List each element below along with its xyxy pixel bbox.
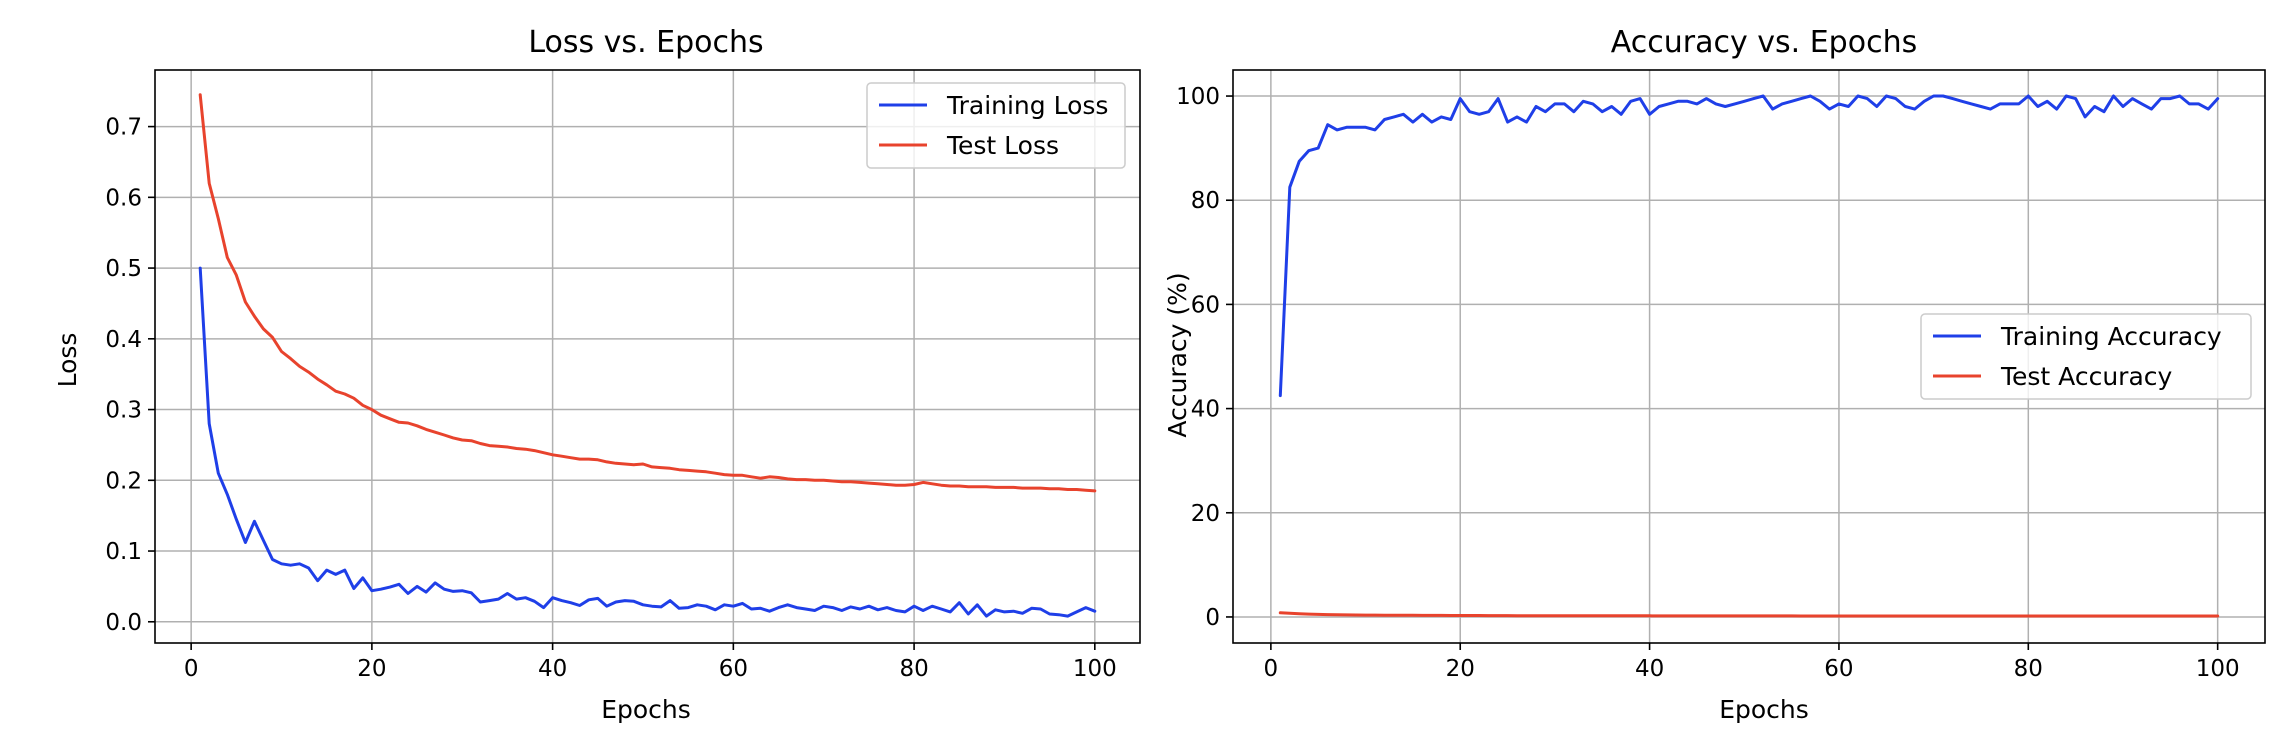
y-tick-label: 0.3 bbox=[105, 398, 142, 424]
test-loss-line bbox=[198, 93, 1097, 493]
x-tick-label: 0 bbox=[184, 656, 199, 682]
y-tick-label: 80 bbox=[1191, 188, 1220, 214]
y-tick-label: 60 bbox=[1191, 292, 1220, 318]
legend-label: Training Accuracy bbox=[2000, 322, 2222, 351]
legend-label: Test Accuracy bbox=[2000, 362, 2173, 391]
y-tick-label: 0 bbox=[1205, 605, 1220, 631]
legend-label: Test Loss bbox=[946, 131, 1059, 160]
loss-chart-x-axis-label: Epochs bbox=[601, 695, 691, 724]
x-tick-label: 40 bbox=[538, 656, 567, 682]
test-accuracy-line bbox=[1278, 611, 2220, 618]
y-tick-label: 0.7 bbox=[105, 115, 142, 141]
legend bbox=[1920, 313, 2252, 400]
loss-chart-y-axis-label: Loss bbox=[53, 333, 82, 388]
x-tick-label: 60 bbox=[719, 656, 748, 682]
training-loss-line bbox=[198, 266, 1097, 618]
y-tick-label: 100 bbox=[1176, 84, 1220, 110]
y-tick-label: 20 bbox=[1191, 501, 1220, 527]
x-tick-label: 0 bbox=[1264, 656, 1279, 682]
legend bbox=[866, 82, 1126, 169]
accuracy-chart-title: Accuracy vs. Epochs bbox=[1611, 25, 1917, 60]
plot-frame bbox=[154, 69, 1141, 644]
x-tick-label: 80 bbox=[899, 656, 928, 682]
accuracy-chart-x-axis-label: Epochs bbox=[1719, 695, 1809, 724]
y-tick-label: 40 bbox=[1191, 397, 1220, 423]
x-tick-label: 60 bbox=[1824, 656, 1853, 682]
accuracy-chart: Accuracy vs. Epochs Epochs Accuracy (%) … bbox=[1163, 25, 2266, 724]
x-tick-label: 100 bbox=[1073, 656, 1117, 682]
x-tick-label: 20 bbox=[1446, 656, 1475, 682]
y-tick-label: 0.6 bbox=[105, 185, 142, 211]
x-tick-label: 80 bbox=[2014, 656, 2043, 682]
loss-chart-title: Loss vs. Epochs bbox=[528, 25, 763, 60]
y-tick-label: 0.2 bbox=[105, 468, 142, 494]
y-tick-label: 0.5 bbox=[105, 256, 142, 282]
training-accuracy-line bbox=[1278, 94, 2220, 398]
y-tick-label: 0.1 bbox=[105, 539, 142, 565]
x-tick-label: 40 bbox=[1635, 656, 1664, 682]
loss-chart: Loss vs. Epochs Epochs Loss 0 20 40 60 80 100… bbox=[53, 25, 1141, 724]
y-tick-label: 0.0 bbox=[105, 610, 142, 636]
accuracy-chart-y-axis-label: Accuracy (%) bbox=[1163, 272, 1192, 437]
plot-frame bbox=[1232, 69, 2266, 644]
y-tick-label: 0.4 bbox=[105, 327, 142, 353]
x-tick-label: 100 bbox=[2196, 656, 2240, 682]
x-tick-label: 20 bbox=[357, 656, 386, 682]
legend-label: Training Loss bbox=[946, 91, 1108, 120]
